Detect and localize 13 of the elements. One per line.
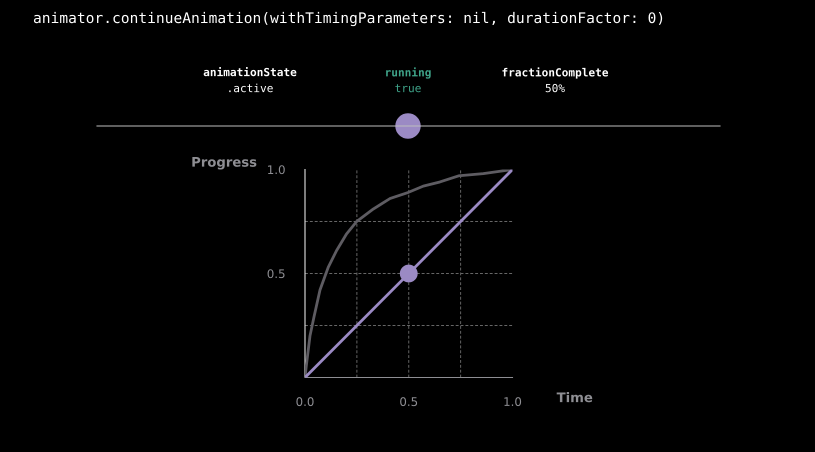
text: fractionComplete: [502, 67, 608, 79]
x-tick-label: 0.5: [400, 397, 418, 406]
y-axis-title: Progress: [192, 157, 256, 170]
line-series: [305, 170, 512, 378]
x-tick-label: 1.0: [504, 397, 522, 406]
x-axis-title: Time: [556, 392, 592, 402]
chart-title: animator.continueAnimation(withTimingParameters: nil, durationFactor: 0): [34, 12, 662, 26]
text: animationState: [204, 67, 296, 76]
x-tick-label: 0.0: [296, 397, 314, 406]
text: 50%: [546, 84, 565, 92]
text: running: [386, 67, 431, 79]
text: true: [395, 84, 421, 92]
text: .active: [229, 84, 273, 92]
